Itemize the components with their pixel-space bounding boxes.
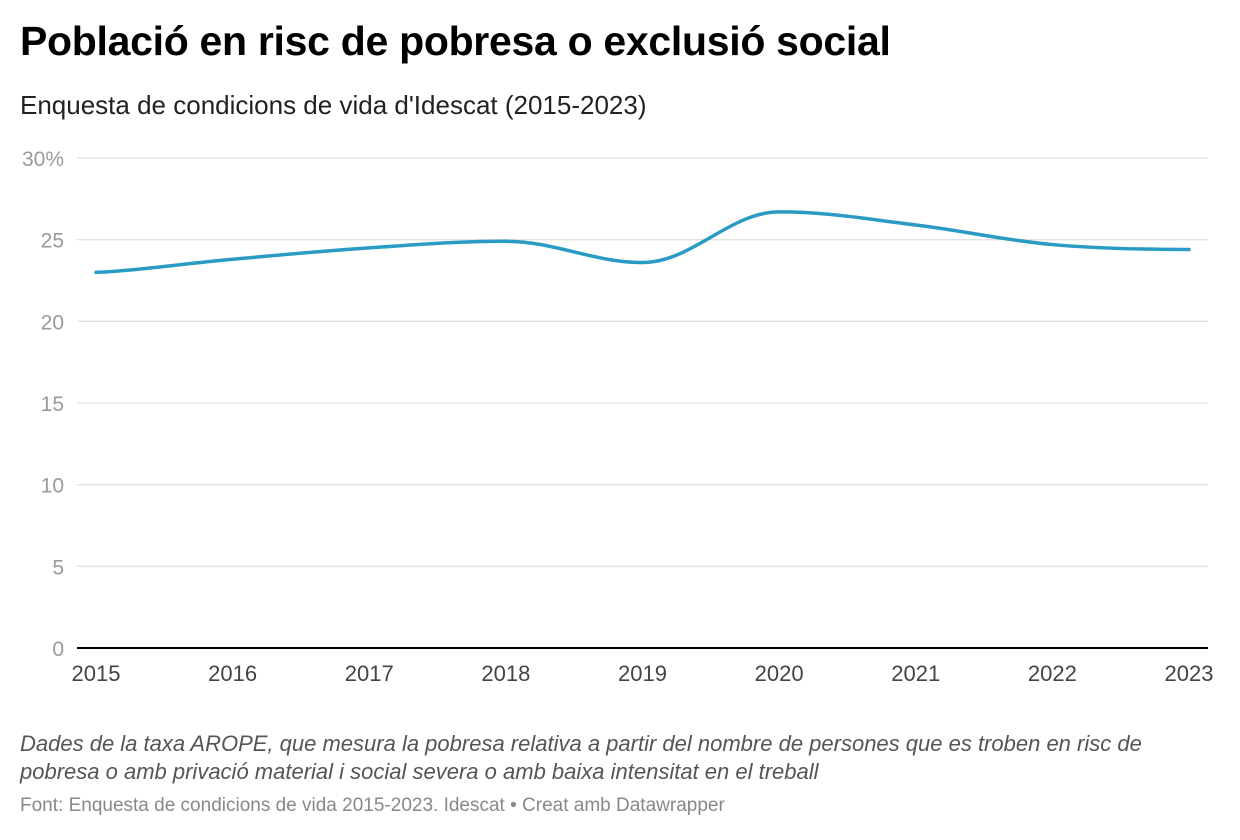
x-tick-label: 2018 <box>481 661 530 686</box>
chart-title: Població en risc de pobresa o exclusió s… <box>20 18 891 64</box>
y-tick-label: 15 <box>41 393 64 416</box>
y-tick-label: 0 <box>52 638 64 661</box>
series-lines <box>94 210 1191 275</box>
data-point <box>231 257 235 261</box>
x-tick-label: 2019 <box>618 661 667 686</box>
x-tick-label: 2017 <box>345 661 394 686</box>
x-tick-label: 2015 <box>72 661 121 686</box>
x-axis-ticks: 2015 2016 2017 2018 2019 2020 2021 2022 2023 <box>72 661 1214 686</box>
data-point <box>1050 242 1054 247</box>
x-tick-label: 2021 <box>891 661 940 686</box>
x-tick-label: 2020 <box>755 661 804 686</box>
data-point <box>94 270 98 274</box>
chart-source: Font: Enquesta de condicions de vida 201… <box>20 795 725 816</box>
y-tick-label: 25 <box>41 230 64 253</box>
data-point <box>504 239 508 243</box>
data-point <box>367 246 371 250</box>
x-tick-label: 2016 <box>208 661 257 686</box>
x-tick-label: 2023 <box>1165 661 1214 686</box>
chart-subtitle: Enquesta de condicions de vida d'Idescat… <box>20 90 647 120</box>
x-tick-label: 2022 <box>1028 661 1077 686</box>
data-point <box>640 260 645 265</box>
data-point <box>777 210 781 214</box>
y-tick-label: 10 <box>41 475 64 498</box>
y-tick-label: 20 <box>41 311 64 334</box>
y-axis-ticks: 0 5 10 15 20 25 30% <box>22 148 64 661</box>
gridlines <box>77 157 1208 649</box>
y-tick-label: 30% <box>22 148 64 171</box>
data-point <box>914 223 918 227</box>
y-tick-label: 5 <box>52 556 64 579</box>
data-point <box>1187 247 1191 252</box>
chart-note: Dades de la taxa AROPE, que mesura la po… <box>20 731 1142 784</box>
